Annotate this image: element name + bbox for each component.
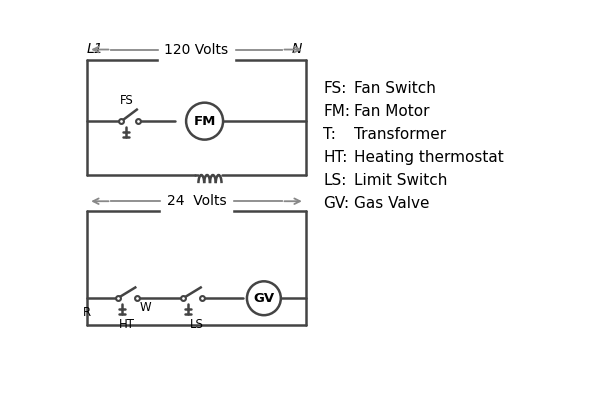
Text: LS:: LS:: [323, 173, 346, 188]
Text: GV:: GV:: [323, 196, 349, 211]
Text: T:: T:: [323, 127, 336, 142]
Text: Transformer: Transformer: [354, 127, 446, 142]
Text: T: T: [224, 188, 232, 201]
Text: Fan Switch: Fan Switch: [354, 80, 436, 96]
Text: LS: LS: [189, 318, 204, 331]
Text: HT: HT: [119, 318, 135, 331]
Text: Heating thermostat: Heating thermostat: [354, 150, 504, 165]
Text: HT:: HT:: [323, 150, 348, 165]
Text: 120 Volts: 120 Volts: [165, 42, 228, 56]
Text: FS: FS: [120, 94, 133, 107]
Text: 24  Volts: 24 Volts: [167, 194, 227, 208]
Text: L1: L1: [87, 42, 103, 56]
Text: GV: GV: [253, 292, 274, 305]
Text: W: W: [139, 300, 151, 314]
Text: Gas Valve: Gas Valve: [354, 196, 430, 211]
Text: Limit Switch: Limit Switch: [354, 173, 447, 188]
Text: FS:: FS:: [323, 80, 346, 96]
Text: FM: FM: [194, 115, 216, 128]
Text: R: R: [83, 306, 91, 319]
Text: FM:: FM:: [323, 104, 350, 119]
Text: N: N: [292, 42, 302, 56]
Text: Fan Motor: Fan Motor: [354, 104, 430, 119]
